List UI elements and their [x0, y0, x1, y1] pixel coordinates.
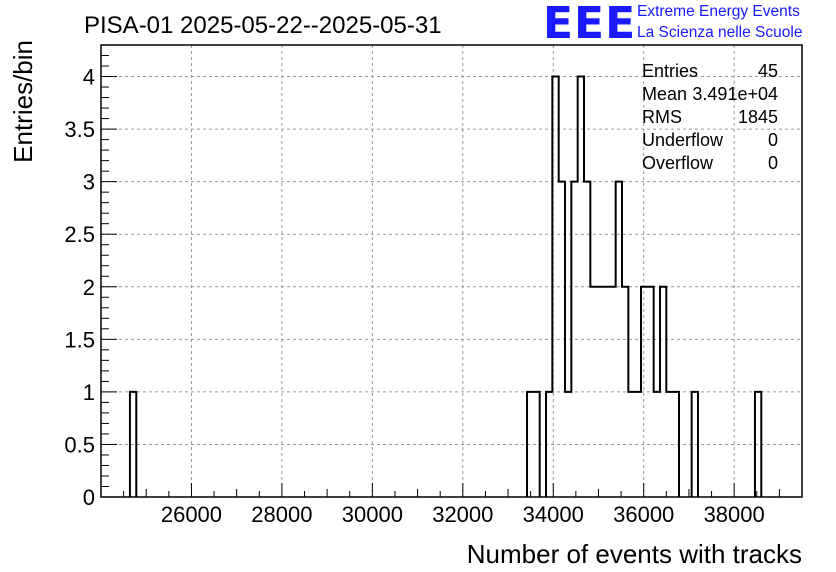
grid-lines — [101, 45, 802, 497]
y-tick-label: 0 — [83, 485, 95, 510]
x-tick-label: 32000 — [432, 502, 493, 527]
chart-title: PISA-01 2025-05-22--2025-05-31 — [84, 12, 442, 39]
x-tick-label: 36000 — [613, 502, 674, 527]
y-tick-label: 1 — [83, 380, 95, 405]
y-tick-label: 2 — [83, 275, 95, 300]
x-tick-label: 28000 — [251, 502, 312, 527]
stats-value: 45 — [758, 61, 778, 81]
stats-value: 0 — [768, 153, 778, 173]
y-axis-label: Entries/bin — [8, 40, 38, 163]
stats-label: Underflow — [642, 130, 724, 150]
x-axis-label: Number of events with tracks — [467, 539, 802, 569]
stats-label: Mean — [642, 84, 687, 104]
stats-value: 0 — [768, 130, 778, 150]
stats-label: Entries — [642, 61, 698, 81]
stats-label: RMS — [642, 107, 682, 127]
x-tick-label: 34000 — [523, 502, 584, 527]
y-tick-label: 1.5 — [64, 327, 95, 352]
plot-frame — [100, 44, 803, 498]
x-tick-label: 26000 — [161, 502, 222, 527]
stats-box: Entries 45 Mean 3.491e+04 RMS 1845 Underflow 0 O… — [642, 61, 778, 173]
y-tick-label: 0.5 — [64, 432, 95, 457]
stats-value: 1845 — [738, 107, 778, 127]
x-axis-ticks: 26000 28000 30000 32000 34000 36000 38000 — [100, 483, 803, 527]
x-tick-label: 38000 — [704, 502, 765, 527]
y-tick-label: 3 — [83, 170, 95, 195]
eee-logo: EEE — [543, 0, 637, 49]
y-axis-ticks: 0 0.5 1 1.5 2 2.5 3 3.5 4 — [64, 44, 117, 510]
stats-label: Overflow — [642, 153, 714, 173]
y-tick-label: 4 — [83, 65, 95, 90]
logo-line-2: La Scienza nelle Scuole — [637, 24, 803, 41]
x-tick-label: 30000 — [342, 502, 403, 527]
histogram-step-line — [128, 75, 763, 497]
y-tick-label: 2.5 — [64, 222, 95, 247]
stats-value: 3.491e+04 — [692, 84, 778, 104]
logo-line-1: Extreme Energy Events — [637, 3, 800, 20]
y-tick-label: 3.5 — [64, 117, 95, 142]
